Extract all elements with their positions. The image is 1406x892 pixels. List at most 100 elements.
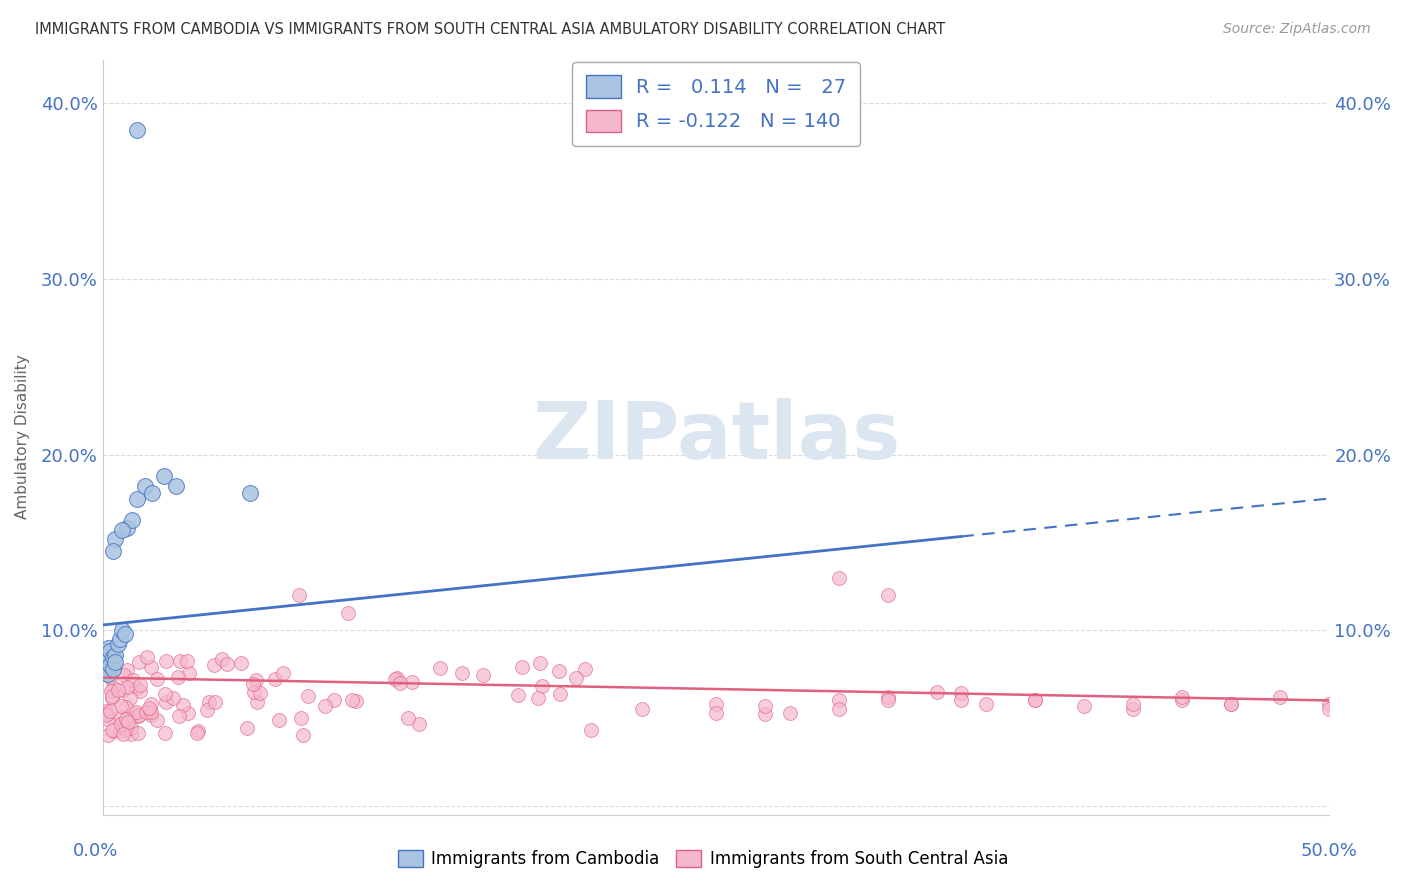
Point [141, 486, 163, 500]
Point [264, 672, 287, 686]
Point [120, 727, 142, 741]
Point [101, 662, 124, 676]
Point [121, 673, 143, 688]
Point [94, 660, 117, 674]
Point [104, 655, 127, 669]
Point [246, 695, 269, 709]
Point [245, 673, 267, 687]
Point [925, 684, 948, 698]
Text: IMMIGRANTS FROM CAMBODIA VS IMMIGRANTS FROM SOUTH CENTRAL ASIA AMBULATORY DISABI: IMMIGRANTS FROM CAMBODIA VS IMMIGRANTS F… [35, 22, 945, 37]
Point [314, 698, 336, 713]
Point [779, 706, 801, 720]
Point [340, 693, 363, 707]
Point [167, 709, 190, 723]
Point [114, 626, 136, 640]
Point [100, 689, 122, 703]
Point [115, 663, 138, 677]
Point [529, 656, 551, 670]
Point [103, 724, 125, 739]
Point [128, 684, 150, 698]
Point [337, 606, 360, 620]
Point [121, 513, 143, 527]
Point [273, 666, 295, 681]
Point [104, 648, 127, 662]
Point [117, 521, 139, 535]
Point [451, 665, 474, 680]
Point [344, 694, 367, 708]
Point [876, 693, 898, 707]
Point [138, 700, 160, 714]
Point [177, 706, 200, 720]
Point [128, 678, 150, 692]
Point [108, 724, 131, 739]
Point [141, 660, 163, 674]
Point [1220, 697, 1243, 711]
Point [408, 717, 430, 731]
Point [128, 656, 150, 670]
Point [107, 637, 129, 651]
Point [98, 658, 121, 673]
Point [574, 662, 596, 676]
Y-axis label: Ambulatory Disability: Ambulatory Disability [15, 355, 30, 519]
Point [242, 677, 264, 691]
Point [974, 697, 997, 711]
Point [165, 479, 187, 493]
Point [215, 657, 238, 671]
Point [631, 702, 654, 716]
Point [211, 652, 233, 666]
Point [401, 674, 423, 689]
Legend: R =   0.114   N =   27, R = -0.122   N = 140: R = 0.114 N = 27, R = -0.122 N = 140 [572, 62, 860, 145]
Point [146, 672, 169, 686]
Point [110, 710, 132, 724]
Point [112, 683, 135, 698]
Point [135, 705, 157, 719]
Point [127, 491, 149, 506]
Point [94, 704, 117, 718]
Point [101, 649, 124, 664]
Point [166, 670, 188, 684]
Point [101, 544, 124, 558]
Point [548, 664, 571, 678]
Point [1122, 702, 1144, 716]
Point [97, 667, 120, 681]
Point [704, 706, 727, 720]
Point [1024, 693, 1046, 707]
Point [98, 704, 121, 718]
Point [385, 671, 408, 685]
Point [1317, 697, 1340, 711]
Point [100, 683, 122, 698]
Text: 0.0%: 0.0% [73, 842, 118, 860]
Point [267, 714, 290, 728]
Point [169, 654, 191, 668]
Point [186, 726, 208, 740]
Point [1073, 698, 1095, 713]
Point [125, 681, 148, 695]
Point [162, 691, 184, 706]
Point [239, 486, 262, 500]
Point [96, 712, 118, 726]
Point [754, 707, 776, 722]
Point [136, 649, 159, 664]
Point [172, 698, 194, 712]
Point [1317, 702, 1340, 716]
Point [471, 668, 494, 682]
Point [876, 588, 898, 602]
Point [236, 721, 259, 735]
Point [117, 714, 139, 729]
Point [97, 653, 120, 667]
Point [101, 681, 124, 695]
Point [94, 644, 117, 658]
Point [122, 706, 145, 721]
Point [114, 700, 136, 714]
Point [96, 657, 118, 671]
Point [127, 726, 149, 740]
Point [111, 715, 134, 730]
Point [323, 693, 346, 707]
Point [195, 703, 218, 717]
Point [155, 726, 177, 740]
Point [828, 702, 851, 716]
Point [108, 632, 131, 646]
Point [290, 711, 312, 725]
Point [828, 693, 851, 707]
Point [139, 705, 162, 719]
